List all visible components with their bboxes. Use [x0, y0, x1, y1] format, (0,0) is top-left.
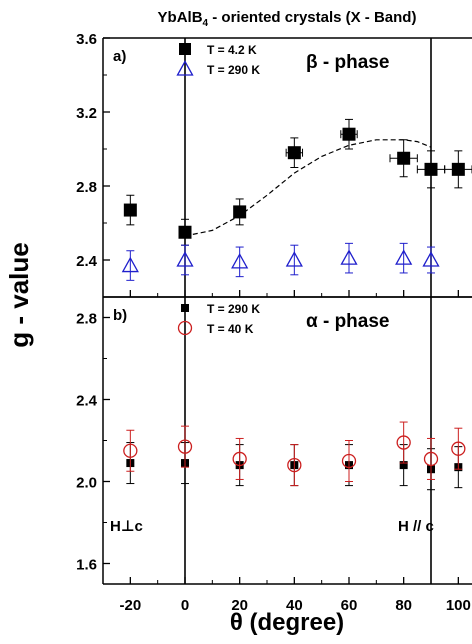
- x-tick-label: 100: [446, 597, 471, 614]
- marker-circle: [177, 320, 193, 336]
- series-t-4.2-k: [123, 118, 472, 246]
- marker-circle: [451, 441, 466, 456]
- legend-entry: T = 290 K: [207, 302, 260, 316]
- marker-square: [179, 43, 191, 55]
- legend-entry: T = 40 K: [207, 322, 254, 336]
- marker-square: [342, 127, 356, 141]
- marker-triangle: [340, 249, 358, 265]
- x-axis-label: θ (degree): [230, 609, 344, 636]
- annotation-h-parallel-c: H // c: [398, 518, 434, 535]
- marker-triangle: [176, 251, 194, 267]
- y-axis-label: g - value: [4, 242, 34, 347]
- marker-circle: [341, 453, 357, 469]
- y-tick-label: 3.2: [76, 105, 97, 122]
- y-tick-label: 2.0: [76, 475, 97, 492]
- marker-square: [181, 304, 189, 312]
- x-tick-label: 40: [286, 597, 303, 614]
- marker-square: [397, 151, 411, 165]
- y-tick-label: 2.8: [76, 179, 97, 196]
- y-tick-label: 3.6: [76, 31, 97, 48]
- marker-circle: [396, 435, 411, 450]
- y-tick-label: 2.4: [76, 253, 98, 270]
- y-tick-label: 2.4: [76, 393, 98, 410]
- panel-a: 2.4 2.8 3.2 3.6 a) T = 4.2 K T = 290 K β - phas…: [76, 31, 472, 298]
- legend-entry: T = 290 K: [207, 63, 260, 77]
- x-tick-label: 0: [181, 597, 189, 614]
- marker-square: [123, 203, 137, 217]
- phase-label: β - phase: [306, 52, 389, 73]
- y-tick-label: 1.6: [76, 557, 97, 574]
- marker-triangle: [121, 256, 139, 273]
- phase-label: α - phase: [306, 311, 389, 332]
- panel-b: 1.6 2.0 2.4 2.8 b) T = 290 K T = 40 K α - phase: [76, 296, 472, 585]
- marker-square: [424, 162, 438, 176]
- x-tick-label: 80: [395, 597, 412, 614]
- marker-triangle: [285, 251, 303, 267]
- series-t-40-k: [123, 421, 466, 487]
- marker-circle: [123, 443, 138, 458]
- annotation-h-perp-c: H⊥c: [110, 518, 143, 535]
- x-tick-label: -20: [119, 597, 141, 614]
- marker-circle: [232, 451, 247, 467]
- fit-curve: [184, 139, 432, 237]
- marker-square: [287, 146, 301, 160]
- y-tick-label: 2.8: [76, 311, 97, 328]
- chart-title: YbAlB4 - oriented crystals (X - Band): [158, 9, 417, 29]
- marker-square: [178, 225, 192, 239]
- marker-circle: [287, 457, 302, 473]
- marker-square: [451, 162, 465, 176]
- marker-circle: [177, 439, 193, 454]
- marker-square: [233, 205, 247, 219]
- marker-circle: [423, 451, 439, 467]
- series-t-290-k: [121, 242, 440, 281]
- panel-label: b): [113, 307, 127, 324]
- panel-label: a): [113, 48, 126, 65]
- legend-entry: T = 4.2 K: [207, 43, 257, 57]
- marker-triangle: [176, 60, 194, 76]
- marker-triangle: [422, 251, 440, 267]
- x-tick-label: 20: [231, 597, 248, 614]
- marker-triangle: [395, 249, 413, 265]
- plot-area: 2.4 2.8 3.2 3.6 a) T = 4.2 K T = 290 K β - phas…: [76, 31, 472, 614]
- marker-square: [399, 461, 408, 470]
- marker-triangle: [231, 253, 249, 269]
- x-tick-label: 60: [341, 597, 358, 614]
